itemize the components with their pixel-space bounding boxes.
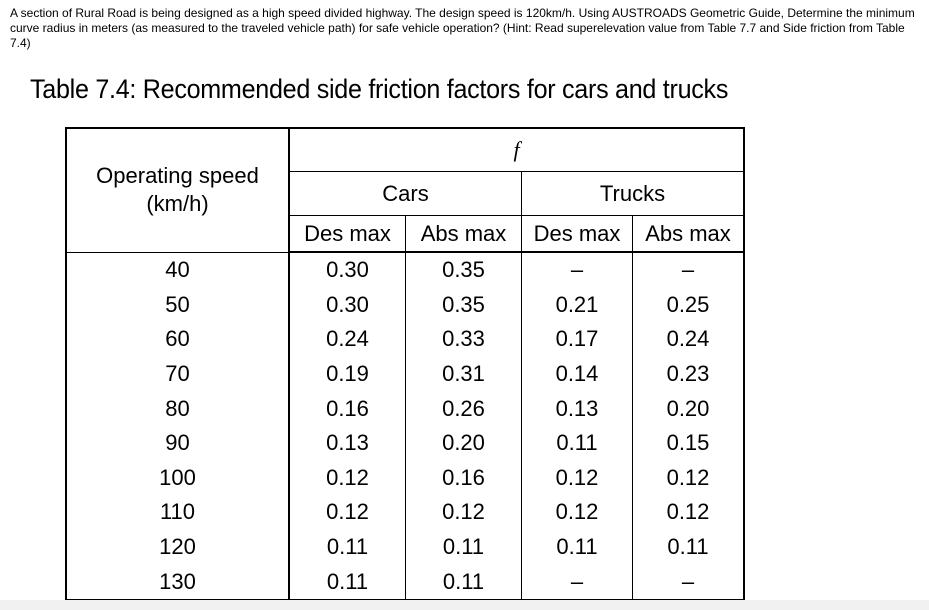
cell-cars-abs: 0.12 (405, 495, 522, 530)
cell-speed: 70 (65, 356, 290, 392)
cell-trucks-des: 0.12 (521, 460, 633, 496)
cell-trucks-abs: 0.24 (632, 322, 745, 357)
cell-cars-abs: 0.35 (405, 287, 522, 323)
cell-cars-des: 0.11 (289, 529, 406, 565)
cell-trucks-abs: – (632, 252, 745, 288)
cell-trucks-des: 0.21 (521, 287, 633, 323)
cell-trucks-abs: 0.25 (632, 287, 745, 323)
cell-trucks-abs: – (632, 564, 745, 601)
cell-trucks-des: 0.17 (521, 322, 633, 357)
cell-trucks-des: 0.12 (521, 495, 633, 530)
table-row: 100 0.12 0.16 0.12 0.12 (65, 460, 745, 496)
table-row: 40 0.30 0.35 – – (65, 252, 745, 288)
cell-trucks-abs: 0.15 (632, 425, 745, 461)
table-caption: Table 7.4: Recommended side friction fac… (30, 74, 729, 104)
header-cars-abs-max: Abs max (405, 215, 522, 253)
cell-speed: 60 (65, 322, 290, 357)
cell-speed: 50 (65, 287, 290, 323)
cell-speed: 110 (65, 495, 290, 530)
header-trucks-abs-max: Abs max (632, 215, 745, 253)
cell-trucks-abs: 0.12 (632, 460, 745, 496)
friction-table-container: Operating speed (km/h) f Cars Trucks Des… (65, 127, 745, 601)
cell-cars-des: 0.11 (289, 564, 406, 601)
cell-cars-abs: 0.11 (405, 529, 522, 565)
table-row: 80 0.16 0.26 0.13 0.20 (65, 391, 745, 426)
question-text: A section of Rural Road is being designe… (10, 6, 915, 50)
cell-trucks-abs: 0.23 (632, 356, 745, 392)
bottom-shade (0, 600, 929, 610)
cell-cars-abs: 0.16 (405, 460, 522, 496)
cell-cars-des: 0.16 (289, 391, 406, 426)
cell-cars-abs: 0.11 (405, 564, 522, 601)
table-row: 110 0.12 0.12 0.12 0.12 (65, 495, 745, 530)
cell-cars-abs: 0.20 (405, 425, 522, 461)
cell-trucks-abs: 0.12 (632, 495, 745, 530)
cell-trucks-abs: 0.11 (632, 529, 745, 565)
cell-cars-des: 0.12 (289, 460, 406, 496)
side-friction-table: Operating speed (km/h) f Cars Trucks Des… (65, 127, 745, 601)
table-row: 120 0.11 0.11 0.11 0.11 (65, 529, 745, 565)
cell-cars-abs: 0.31 (405, 356, 522, 392)
cell-cars-abs: 0.35 (405, 252, 522, 288)
cell-speed: 40 (65, 252, 290, 288)
cell-trucks-des: 0.13 (521, 391, 633, 426)
header-operating-speed-label: Operating speed (96, 163, 259, 189)
cell-cars-des: 0.24 (289, 322, 406, 357)
cell-cars-des: 0.13 (289, 425, 406, 461)
cell-cars-des: 0.19 (289, 356, 406, 392)
cell-cars-abs: 0.33 (405, 322, 522, 357)
cell-speed: 120 (65, 529, 290, 565)
cell-speed: 80 (65, 391, 290, 426)
table-row: 90 0.13 0.20 0.11 0.15 (65, 425, 745, 461)
table-row: 130 0.11 0.11 – – (65, 564, 745, 601)
table-row: 70 0.19 0.31 0.14 0.23 (65, 356, 745, 392)
cell-cars-des: 0.30 (289, 287, 406, 323)
cell-speed: 100 (65, 460, 290, 496)
cell-cars-des: 0.30 (289, 252, 406, 288)
cell-trucks-abs: 0.20 (632, 391, 745, 426)
header-trucks: Trucks (521, 171, 745, 216)
header-trucks-des-max: Des max (521, 215, 633, 253)
cell-cars-des: 0.12 (289, 495, 406, 530)
cell-speed: 130 (65, 564, 290, 601)
header-cars-des-max: Des max (288, 215, 406, 253)
header-cars: Cars (288, 171, 522, 216)
header-unit-label: (km/h) (146, 191, 209, 217)
header-f-symbol: f (288, 127, 745, 172)
cell-trucks-des: 0.11 (521, 425, 633, 461)
table-body: 40 0.30 0.35 – – 50 0.30 0.35 0.21 0.25 … (65, 252, 745, 601)
cell-trucks-des: – (521, 564, 633, 601)
cell-trucks-des: – (521, 252, 633, 288)
cell-trucks-des: 0.11 (521, 529, 633, 565)
cell-trucks-des: 0.14 (521, 356, 633, 392)
table-row: 60 0.24 0.33 0.17 0.24 (65, 322, 745, 357)
cell-cars-abs: 0.26 (405, 391, 522, 426)
cell-speed: 90 (65, 425, 290, 461)
header-operating-speed: Operating speed (km/h) (65, 127, 290, 253)
table-row: 50 0.30 0.35 0.21 0.25 (65, 287, 745, 323)
